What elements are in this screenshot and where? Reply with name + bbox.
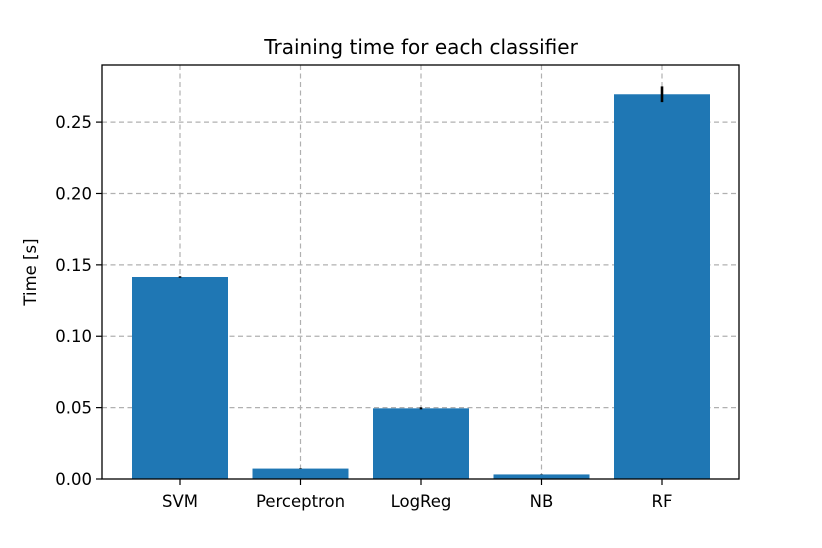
x-tick-label-svm: SVM [162, 492, 198, 511]
x-axis-ticks: SVM Perceptron LogReg NB RF [162, 479, 672, 511]
bar-logreg [373, 408, 469, 479]
y-axis-label: Time [s] [21, 238, 40, 306]
y-tick-label: 0.05 [55, 399, 92, 418]
bar-perceptron [252, 468, 349, 479]
bars [132, 94, 710, 480]
x-tick-label-logreg: LogReg [391, 492, 452, 511]
error-bars [178, 86, 664, 475]
x-tick-label-nb: NB [530, 492, 554, 511]
y-tick-label: 0.00 [55, 470, 92, 489]
y-axis-ticks: 0.00 0.05 0.10 0.15 0.20 0.25 [55, 113, 102, 489]
x-tick-label-rf: RF [652, 492, 673, 511]
x-tick-label-perceptron: Perceptron [256, 492, 345, 511]
chart-title: Training time for each classifier [263, 35, 578, 59]
y-tick-label: 0.10 [55, 327, 92, 346]
y-tick-label: 0.15 [55, 256, 92, 275]
bar-nb [493, 474, 590, 479]
bar-svm [132, 276, 228, 479]
bar-rf [614, 94, 710, 480]
y-tick-label: 0.20 [55, 184, 92, 203]
y-tick-label: 0.25 [55, 113, 92, 132]
